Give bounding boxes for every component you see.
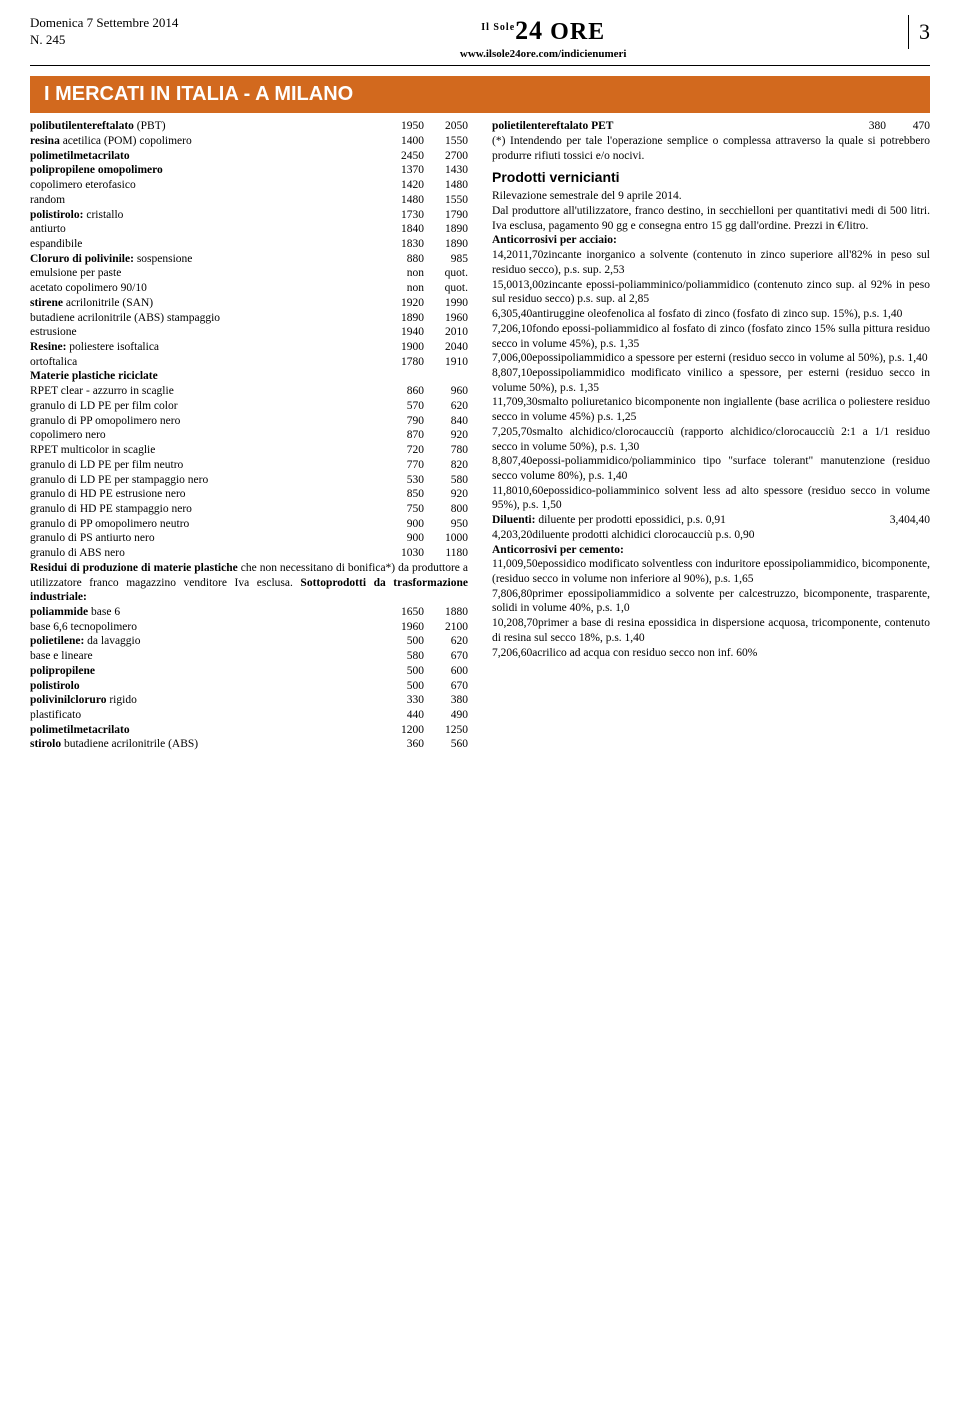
price-row: granulo di LD PE per film neutro770820 (30, 458, 468, 473)
price-row: granulo di HD PE estrusione nero850920 (30, 487, 468, 502)
header-issue: N. 245 (30, 32, 178, 49)
paint-row: 8,807,10epossipoliammidico modificato vi… (492, 366, 930, 395)
price-row: polibutilentereftalato (PBT)19502050 (30, 119, 468, 134)
price-row: copolimero nero870920 (30, 428, 468, 443)
price-row: polimetilmetacrilato24502700 (30, 149, 468, 164)
price-row: granulo di PP omopolimero neutro900950 (30, 517, 468, 532)
header-center: Il Sole24 ORE www.ilsole24ore.com/indici… (178, 15, 908, 61)
pet-note: (*) Intendendo per tale l'operazione sem… (492, 134, 930, 163)
price-row: base 6,6 tecnopolimero19602100 (30, 620, 468, 635)
header-url: www.ilsole24ore.com/indicienumeri (178, 48, 908, 62)
produttore-note: Dal produttore all'utilizzatore, franco … (492, 204, 930, 233)
price-row: granulo di ABS nero10301180 (30, 546, 468, 561)
paint-row: 15,0013,00zincante epossi-poliamminico/p… (492, 278, 930, 307)
paint-row: 7,006,00epossipoliammidico a spessore pe… (492, 351, 930, 366)
page-number: 3 (908, 15, 930, 49)
price-row: Resine: poliestere isoftalica19002040 (30, 340, 468, 355)
price-row: polistirolo500670 (30, 679, 468, 694)
anticemento-head: Anticorrosivi per cemento: (492, 543, 930, 558)
price-row: granulo di LD PE per film color570620 (30, 399, 468, 414)
logo: Il Sole24 ORE (178, 15, 908, 48)
price-row: base e lineare580670 (30, 649, 468, 664)
price-row: resina acetilica (POM) copolimero1400155… (30, 134, 468, 149)
price-row: stirolo butadiene acrilonitrile (ABS)360… (30, 737, 468, 752)
price-row: granulo di LD PE per stampaggio nero5305… (30, 473, 468, 488)
price-row: antiurto18401890 (30, 222, 468, 237)
header-dateblock: Domenica 7 Settembre 2014 N. 245 (30, 15, 178, 49)
price-row: polietilene: da lavaggio500620 (30, 634, 468, 649)
paint-row: 7,806,80primer epossipoliammidico a solv… (492, 587, 930, 616)
paint-row: 11,8010,60epossidico-poliamminico solven… (492, 484, 930, 513)
price-row: polipropilene500600 (30, 664, 468, 679)
price-row: granulo di PS antiurto nero9001000 (30, 531, 468, 546)
page-header: Domenica 7 Settembre 2014 N. 245 Il Sole… (30, 15, 930, 66)
paint-head: Prodotti vernicianti (492, 169, 930, 187)
price-row: granulo di HD PE stampaggio nero750800 (30, 502, 468, 517)
price-row: polistirolo: cristallo17301790 (30, 208, 468, 223)
price-row: estrusione19402010 (30, 325, 468, 340)
price-row: copolimero eterofasico14201480 (30, 178, 468, 193)
price-row: ortoftalica17801910 (30, 355, 468, 370)
paint-row: 11,709,30smalto poliuretanico bicomponen… (492, 395, 930, 424)
paint-row: 7,206,60acrilico ad acqua con residuo se… (492, 646, 930, 661)
price-row: plastificato440490 (30, 708, 468, 723)
price-row: emulsione per pastenonquot. (30, 266, 468, 281)
price-row: polivinilcloruro rigido330380 (30, 693, 468, 708)
matplast-head: Materie plastiche riciclate (30, 369, 468, 384)
price-row: granulo di PP omopolimero nero790840 (30, 414, 468, 429)
pet-row: polietilentereftalato PET 380 470 (492, 119, 930, 134)
paint-row: 8,807,40epossi-poliammidico/poliamminico… (492, 454, 930, 483)
price-row: butadiene acrilonitrile (ABS) stampaggio… (30, 311, 468, 326)
price-row: polipropilene omopolimero13701430 (30, 163, 468, 178)
left-column: polibutilentereftalato (PBT)19502050resi… (30, 119, 468, 752)
price-row: Cloruro di polivinile: sospensione880985 (30, 252, 468, 267)
paint-row: 7,206,10fondo epossi-poliammidico al fos… (492, 322, 930, 351)
paint-row: 6,305,40antiruggine oleofenolica al fosf… (492, 307, 930, 322)
right-column: polietilentereftalato PET 380 470 (*) In… (492, 119, 930, 752)
price-row: random14801550 (30, 193, 468, 208)
paint-row: 10,208,70primer a base di resina epossid… (492, 616, 930, 645)
paint-row: 7,205,70smalto alchidico/clorocaucciù (r… (492, 425, 930, 454)
section-banner: I MERCATI IN ITALIA - A MILANO (30, 76, 930, 113)
residui-note: Residui di produzione di materie plastic… (30, 561, 468, 605)
paint-row: 4,203,20diluente prodotti alchidici clor… (492, 528, 930, 543)
price-row: polimetilmetacrilato12001250 (30, 723, 468, 738)
antiacciaio-head: Anticorrosivi per acciaio: (492, 233, 930, 248)
price-row: stirene acrilonitrile (SAN)19201990 (30, 296, 468, 311)
paint-row: 14,2011,70zincante inorganico a solvente… (492, 248, 930, 277)
rilevazione: Rilevazione semestrale del 9 aprile 2014… (492, 189, 930, 204)
price-row: espandibile18301890 (30, 237, 468, 252)
price-row: RPET multicolor in scaglie720780 (30, 443, 468, 458)
price-row: acetato copolimero 90/10nonquot. (30, 281, 468, 296)
price-row: RPET clear - azzurro in scaglie860960 (30, 384, 468, 399)
price-row: poliammide base 616501880 (30, 605, 468, 620)
paint-row: 11,009,50epossidico modificato solventle… (492, 557, 930, 586)
diluenti-block: Diluenti: diluente per prodotti epossidi… (492, 513, 930, 528)
header-date: Domenica 7 Settembre 2014 (30, 15, 178, 32)
